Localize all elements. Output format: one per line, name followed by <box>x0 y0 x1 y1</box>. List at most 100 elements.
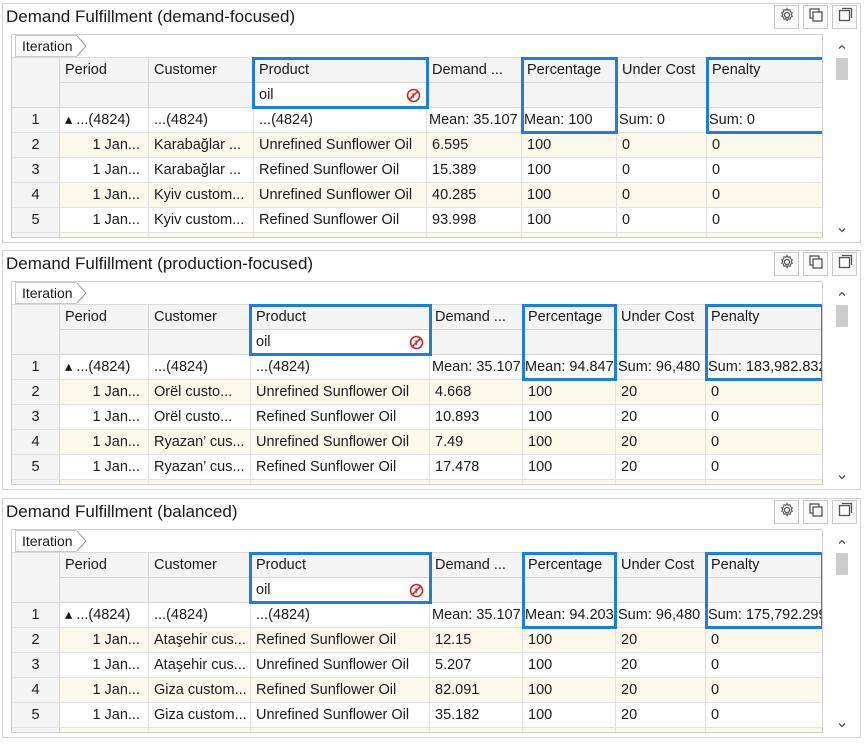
scroll-up-icon[interactable] <box>837 286 847 296</box>
scroll-up-icon[interactable] <box>837 39 847 49</box>
filter-cell-demand[interactable] <box>427 83 522 108</box>
column-header-penalty[interactable]: Penalty <box>706 305 822 330</box>
column-header-period[interactable]: Period <box>60 553 149 578</box>
cell-under-cost: 20 <box>616 653 706 678</box>
product-filter-cell[interactable]: oil <box>254 83 427 108</box>
maximize-button[interactable] <box>832 500 857 524</box>
table-row-partial <box>523 728 616 732</box>
product-filter-input[interactable]: oil <box>256 334 271 350</box>
filter-cell-percentage[interactable] <box>523 578 616 603</box>
column-header-customer[interactable]: Customer <box>149 58 254 83</box>
table-row-partial <box>12 233 60 237</box>
summary-demand: Mean: 35.107 <box>427 108 522 133</box>
cell-demand: 5.207 <box>430 653 523 678</box>
breadcrumb-item-iteration[interactable]: Iteration <box>15 35 77 57</box>
vertical-scrollbar[interactable] <box>834 37 850 238</box>
column-header-product[interactable]: Product <box>251 305 430 330</box>
column-header-customer[interactable]: Customer <box>149 553 251 578</box>
column-header-percentage[interactable]: Percentage <box>523 553 616 578</box>
cell-period: 1 Jan... <box>60 455 149 480</box>
filter-cell-customer[interactable] <box>149 330 251 355</box>
table-row-partial <box>60 233 149 237</box>
settings-button[interactable] <box>774 500 799 524</box>
filter-cell-under-cost[interactable] <box>617 83 707 108</box>
column-header-penalty[interactable]: Penalty <box>707 58 822 83</box>
filter-cell-customer[interactable] <box>149 83 254 108</box>
copy-button[interactable] <box>803 5 828 29</box>
summary-period[interactable]: ▴ ...(4824) <box>60 603 149 628</box>
scrollbar-thumb[interactable] <box>836 305 848 327</box>
filter-cell-penalty[interactable] <box>707 83 822 108</box>
maximize-button[interactable] <box>832 252 857 276</box>
product-filter-cell[interactable]: oil <box>251 578 430 603</box>
scroll-down-icon[interactable] <box>837 222 847 233</box>
summary-customer: ...(4824) <box>149 355 251 380</box>
filter-cell-period[interactable] <box>60 578 149 603</box>
vertical-scrollbar[interactable] <box>834 284 850 485</box>
summary-period[interactable]: ▴ ...(4824) <box>60 355 149 380</box>
column-header-percentage[interactable]: Percentage <box>522 58 617 83</box>
table-row-partial <box>617 233 707 237</box>
row-number: 5 <box>12 208 60 233</box>
filter-cell-under-cost[interactable] <box>616 578 706 603</box>
filter-cell-penalty[interactable] <box>706 578 822 603</box>
cell-customer: Karabağlar ... <box>149 133 254 158</box>
copy-button[interactable] <box>803 252 828 276</box>
scrollbar-thumb[interactable] <box>836 58 848 80</box>
product-filter-input[interactable]: oil <box>256 582 271 598</box>
cell-period: 1 Jan... <box>60 678 149 703</box>
scrollbar-thumb[interactable] <box>836 553 848 575</box>
clear-filter-icon[interactable] <box>409 335 424 350</box>
breadcrumb: Iteration <box>12 35 822 58</box>
copy-button[interactable] <box>803 500 828 524</box>
cell-demand: 17.478 <box>430 455 523 480</box>
cell-penalty: 0 <box>706 703 822 728</box>
column-header-demand[interactable]: Demand ... <box>430 305 523 330</box>
column-header-under-cost[interactable]: Under Cost <box>616 305 706 330</box>
scroll-down-icon[interactable] <box>837 469 847 480</box>
column-header-percentage[interactable]: Percentage <box>523 305 616 330</box>
filter-cell-percentage[interactable] <box>523 330 616 355</box>
column-header-product[interactable]: Product <box>251 553 430 578</box>
cell-under-cost: 20 <box>616 380 706 405</box>
table-row-partial <box>430 728 523 732</box>
column-header-period[interactable]: Period <box>60 305 149 330</box>
clear-filter-icon[interactable] <box>406 88 421 103</box>
settings-button[interactable] <box>774 5 799 29</box>
filter-cell-period[interactable] <box>60 83 149 108</box>
column-header-product[interactable]: Product <box>254 58 427 83</box>
scroll-down-icon[interactable] <box>837 717 847 728</box>
filter-cell-demand[interactable] <box>430 578 523 603</box>
column-header-period[interactable]: Period <box>60 58 149 83</box>
filter-cell-percentage[interactable] <box>522 83 617 108</box>
breadcrumb-item-iteration[interactable]: Iteration <box>15 530 77 552</box>
filter-cell-penalty[interactable] <box>706 330 822 355</box>
vertical-scrollbar[interactable] <box>834 532 850 733</box>
filter-cell-customer[interactable] <box>149 578 251 603</box>
maximize-button[interactable] <box>832 5 857 29</box>
scroll-up-icon[interactable] <box>837 534 847 544</box>
column-header-demand[interactable]: Demand ... <box>427 58 522 83</box>
filter-cell-demand[interactable] <box>430 330 523 355</box>
column-header-under-cost[interactable]: Under Cost <box>617 58 707 83</box>
product-filter-cell[interactable]: oil <box>251 330 430 355</box>
column-header-under-cost[interactable]: Under Cost <box>616 553 706 578</box>
cell-under-cost: 0 <box>617 183 707 208</box>
cell-customer: Ryazan’ cus... <box>149 430 251 455</box>
gear-icon <box>779 6 795 28</box>
cell-penalty: 0 <box>706 455 822 480</box>
row-number: 5 <box>12 703 60 728</box>
summary-under-cost: Sum: 0 <box>617 108 707 133</box>
summary-period[interactable]: ▴ ...(4824) <box>60 108 149 133</box>
breadcrumb-item-iteration[interactable]: Iteration <box>15 282 77 304</box>
filter-cell-under-cost[interactable] <box>616 330 706 355</box>
product-filter-input[interactable]: oil <box>259 87 274 103</box>
cell-under-cost: 20 <box>616 405 706 430</box>
table-row-partial <box>149 233 254 237</box>
filter-cell-period[interactable] <box>60 330 149 355</box>
column-header-customer[interactable]: Customer <box>149 305 251 330</box>
clear-filter-icon[interactable] <box>409 583 424 598</box>
settings-button[interactable] <box>774 252 799 276</box>
column-header-penalty[interactable]: Penalty <box>706 553 822 578</box>
column-header-demand[interactable]: Demand ... <box>430 553 523 578</box>
